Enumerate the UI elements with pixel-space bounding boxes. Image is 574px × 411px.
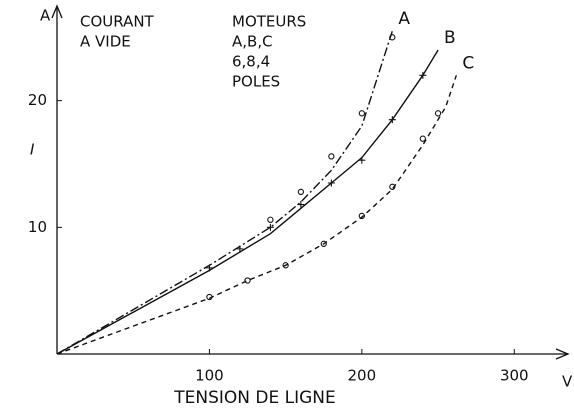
point (266, 223, 274, 231)
y-tick-label: 20 (28, 91, 47, 109)
point (282, 262, 289, 269)
annotation: MOTEURS (232, 13, 306, 31)
point (419, 71, 427, 79)
point (389, 34, 396, 41)
x-label: TENSION DE LIGNE (173, 388, 336, 408)
point (358, 212, 365, 220)
point (297, 188, 305, 196)
annotation: COURANT (80, 13, 155, 31)
point (434, 110, 442, 117)
annotation: 6,8,4 (232, 53, 270, 71)
point (419, 135, 426, 142)
point (206, 293, 213, 301)
point (358, 156, 366, 164)
y-unit: A (40, 7, 51, 25)
point (358, 110, 365, 117)
x-tick-label: 300 (500, 367, 529, 385)
curve (56, 75, 458, 355)
point (267, 216, 274, 223)
curve-label: B (444, 28, 456, 48)
x-tick-label: 100 (195, 367, 224, 385)
point (327, 179, 335, 187)
point (236, 245, 244, 253)
curve-label: A (398, 9, 410, 29)
annotation: A,B,C (232, 33, 273, 51)
point (205, 264, 213, 272)
annotation: A VIDE (80, 33, 131, 51)
point (320, 240, 327, 247)
x-arrow (555, 348, 570, 360)
x-unit: V (562, 373, 573, 391)
point (388, 116, 396, 124)
y-tick-label: 10 (28, 218, 47, 236)
point (328, 153, 335, 160)
point (297, 201, 305, 209)
y-label: I (30, 141, 35, 159)
point (389, 183, 396, 190)
curve (56, 30, 393, 355)
curve (56, 49, 439, 355)
x-tick-label: 200 (348, 367, 377, 385)
curve-label: C (462, 53, 474, 73)
annotation: POLES (232, 73, 280, 91)
y-arrow (51, 4, 63, 19)
point (244, 277, 251, 284)
